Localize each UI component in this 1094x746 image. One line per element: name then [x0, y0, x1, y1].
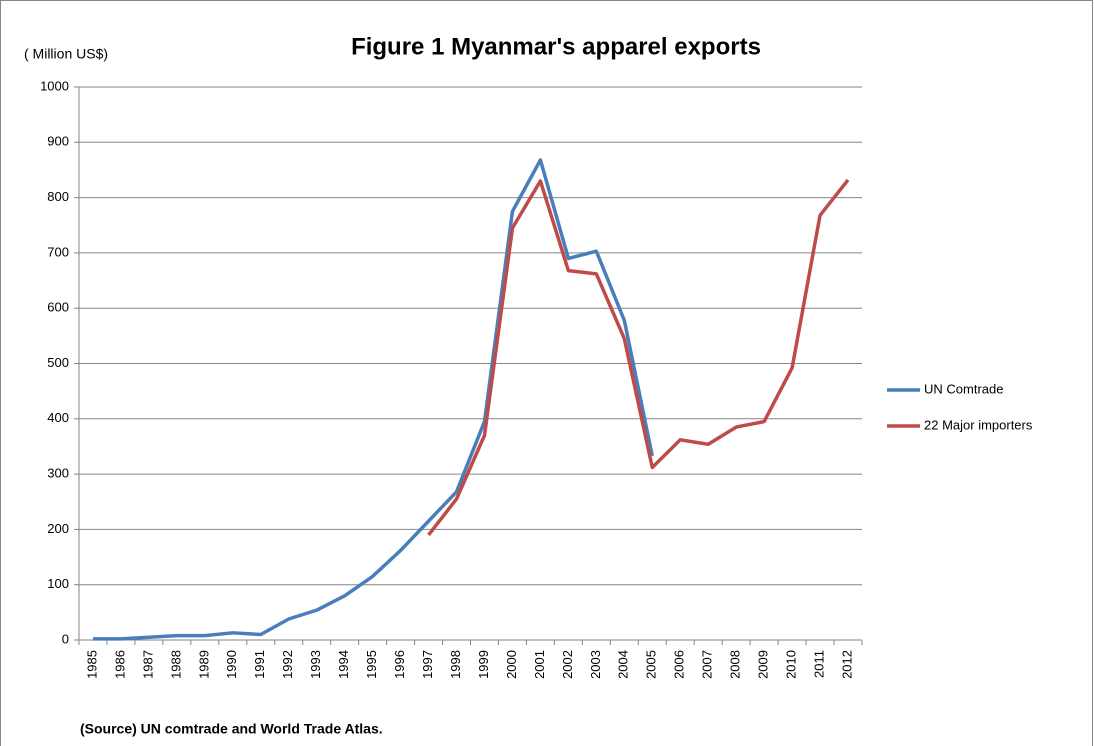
series-line: [92, 158, 654, 641]
x-tick-label: 1989: [196, 650, 211, 679]
x-tick-label: 1999: [476, 650, 491, 679]
y-tick-label: 0: [62, 631, 69, 646]
x-tick-label: 2004: [616, 650, 631, 679]
x-tick-label: 1995: [364, 650, 379, 679]
y-tick-label: 900: [47, 134, 69, 149]
x-tick-label: 1998: [448, 650, 463, 679]
y-tick-label: 1000: [40, 78, 69, 93]
y-tick-label: 100: [47, 576, 69, 591]
y-tick-label: 700: [47, 244, 69, 259]
x-tick-label: 1993: [308, 650, 323, 679]
x-tick-label: 2005: [644, 650, 659, 679]
source-note: (Source) UN comtrade and World Trade Atl…: [80, 721, 383, 737]
x-tick-label: 1991: [252, 650, 267, 679]
y-tick-label: 500: [47, 355, 69, 370]
legend-label: UN Comtrade: [924, 381, 1003, 396]
x-tick-label: 1985: [84, 650, 99, 679]
x-tick-label: 2003: [588, 650, 603, 679]
chart-title: Figure 1 Myanmar's apparel exports: [351, 33, 761, 60]
x-tick-label: 1990: [224, 650, 239, 679]
x-tick-label: 2001: [532, 650, 547, 679]
x-tick-label: 2010: [784, 650, 799, 679]
x-tick-label: 2009: [756, 650, 771, 679]
y-tick-label: 800: [47, 189, 69, 204]
y-tick-label: 600: [47, 300, 69, 315]
x-tick-label: 2011: [811, 650, 826, 678]
x-tick-label: 1987: [140, 650, 155, 679]
x-tick-label: 2008: [728, 650, 743, 679]
x-tick-label: 1992: [280, 650, 295, 679]
x-tick-label: 1997: [420, 650, 435, 679]
series-line: [427, 178, 850, 537]
x-tick-label: 2002: [560, 650, 575, 679]
legend-label: 22 Major importers: [924, 417, 1033, 432]
y-tick-label: 400: [47, 410, 69, 425]
x-tick-label: 1994: [336, 650, 351, 679]
x-tick-label: 2007: [700, 650, 715, 679]
x-tick-label: 1996: [392, 650, 407, 679]
x-tick-label: 1988: [168, 650, 183, 679]
x-tick-label: 2006: [672, 650, 687, 679]
x-tick-label: 2012: [839, 650, 854, 679]
y-tick-label: 300: [47, 466, 69, 481]
y-axis-label: ( Million US$): [24, 46, 108, 62]
x-tick-label: 1986: [112, 650, 127, 679]
y-tick-label: 200: [47, 521, 69, 536]
x-tick-label: 2000: [504, 650, 519, 679]
